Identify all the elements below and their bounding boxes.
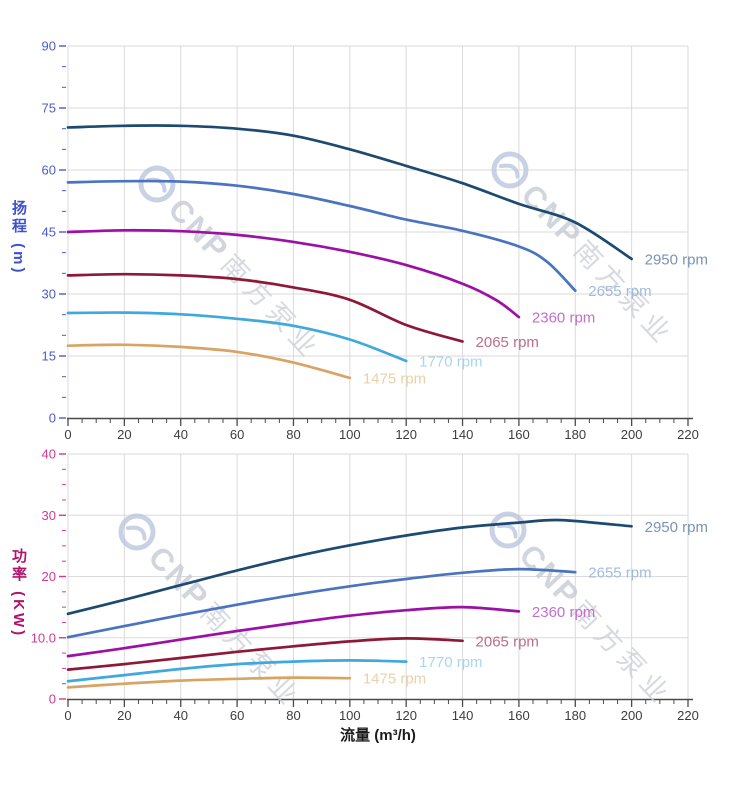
power-curve-2065rpm xyxy=(66,637,464,671)
x-tick-label: 180 xyxy=(564,708,586,723)
head-curve-label-1475rpm: 1475 rpm xyxy=(363,370,426,387)
y-tick-label: 30 xyxy=(42,508,56,523)
y-tick-label: 40 xyxy=(42,447,56,462)
power-chart-curves: 2950 rpm 2655 rpm 2360 rpm 2065 rpm 1770 rpm… xyxy=(66,518,708,689)
x-tick-label: 0 xyxy=(64,708,71,723)
x-tick-label: 0 xyxy=(64,427,71,442)
head-chart-axes: 0 20 40 60 80 100 120 140 160 180 200 220 0 15 30 45 60 7… xyxy=(42,39,699,443)
x-tick-label: 40 xyxy=(173,427,187,442)
head-curve-1475rpm xyxy=(66,343,352,380)
y-tick-label: 15 xyxy=(42,349,56,364)
y-tick-label: 0 xyxy=(49,692,56,707)
y-tick-label: 90 xyxy=(42,39,56,54)
x-tick-label: 140 xyxy=(452,427,474,442)
head-curve-label-2360rpm: 2360 rpm xyxy=(532,310,595,327)
power-axis-title: 功率 (KW) xyxy=(10,548,27,639)
power-curve-1770rpm xyxy=(66,659,408,683)
x-tick-label: 220 xyxy=(677,427,699,442)
x-tick-label: 40 xyxy=(173,708,187,723)
x-tick-label: 200 xyxy=(621,427,643,442)
power-chart-axes: 0 20 40 60 80 100 120 140 160 180 200 220 0 10.0 20 30 4… xyxy=(31,447,699,724)
power-curve-2950rpm xyxy=(66,518,633,616)
x-tick-label: 120 xyxy=(395,708,417,723)
x-tick-label: 120 xyxy=(395,427,417,442)
power-curve-2655rpm xyxy=(66,567,577,639)
cnp-logo-icon xyxy=(491,151,529,189)
x-tick-label: 20 xyxy=(117,708,131,723)
x-tick-label: 140 xyxy=(452,708,474,723)
head-curve-2360rpm xyxy=(66,228,521,319)
y-tick-label: 45 xyxy=(42,225,56,240)
cnp-logo-icon xyxy=(489,511,527,549)
head-chart-grid xyxy=(67,45,689,418)
x-tick-label: 100 xyxy=(339,427,361,442)
watermark-brand: CNP xyxy=(162,191,236,267)
head-curve-label-2655rpm: 2655 rpm xyxy=(588,283,651,300)
head-curve-2655rpm xyxy=(66,179,577,293)
head-axis-title: 扬程 (m) xyxy=(10,200,27,276)
cnp-logo-wave-icon xyxy=(145,177,167,193)
head-curve-1770rpm xyxy=(66,311,408,363)
head-curve-label-2950rpm: 2950 rpm xyxy=(645,251,708,268)
x-tick-label: 160 xyxy=(508,427,530,442)
power-curve-label-1770rpm: 1770 rpm xyxy=(419,654,482,671)
x-tick-label: 100 xyxy=(339,708,361,723)
power-curve-label-2065rpm: 2065 rpm xyxy=(476,633,539,650)
x-tick-label: 60 xyxy=(230,708,244,723)
watermark-brand-cn: 南方泵业 xyxy=(215,249,327,366)
head-curve-label-1770rpm: 1770 rpm xyxy=(419,353,482,370)
x-tick-label: 80 xyxy=(286,708,300,723)
x-tick-label: 80 xyxy=(286,427,300,442)
power-curve-label-1475rpm: 1475 rpm xyxy=(363,671,426,688)
head-curve-label-2065rpm: 2065 rpm xyxy=(476,334,539,351)
x-tick-label: 20 xyxy=(117,427,131,442)
y-tick-label: 75 xyxy=(42,101,56,116)
x-tick-label: 60 xyxy=(230,427,244,442)
x-tick-label: 180 xyxy=(564,427,586,442)
watermark-brand: CNP xyxy=(515,177,589,253)
head-curve-2950rpm xyxy=(66,124,633,261)
power-curve-1475rpm xyxy=(66,676,352,689)
y-tick-label: 10.0 xyxy=(31,630,56,645)
cnp-logo-icon xyxy=(118,513,156,551)
y-tick-label: 20 xyxy=(42,569,56,584)
cnp-logo-icon xyxy=(138,165,176,203)
cnp-logo-wave-icon xyxy=(125,525,147,541)
head-chart-curves: 2950 rpm 2655 rpm 2360 rpm 2065 rpm 1770 rpm… xyxy=(66,124,708,387)
power-curve-label-2950rpm: 2950 rpm xyxy=(645,519,708,536)
x-tick-label: 220 xyxy=(677,708,699,723)
x-tick-label: 160 xyxy=(508,708,530,723)
y-tick-label: 30 xyxy=(42,287,56,302)
power-curve-label-2360rpm: 2360 rpm xyxy=(532,604,595,621)
power-chart-grid xyxy=(67,453,689,699)
head-curve-2065rpm xyxy=(66,272,464,343)
y-tick-label: 60 xyxy=(42,163,56,178)
flow-axis-title: 流量 (m³/h) xyxy=(340,727,416,744)
power-curve-label-2655rpm: 2655 rpm xyxy=(588,565,651,582)
y-tick-label: 0 xyxy=(49,411,56,426)
power-curve-2360rpm xyxy=(66,605,521,658)
cnp-logo-wave-icon xyxy=(496,523,518,539)
x-tick-label: 200 xyxy=(621,708,643,723)
cnp-logo-wave-icon xyxy=(498,163,520,179)
